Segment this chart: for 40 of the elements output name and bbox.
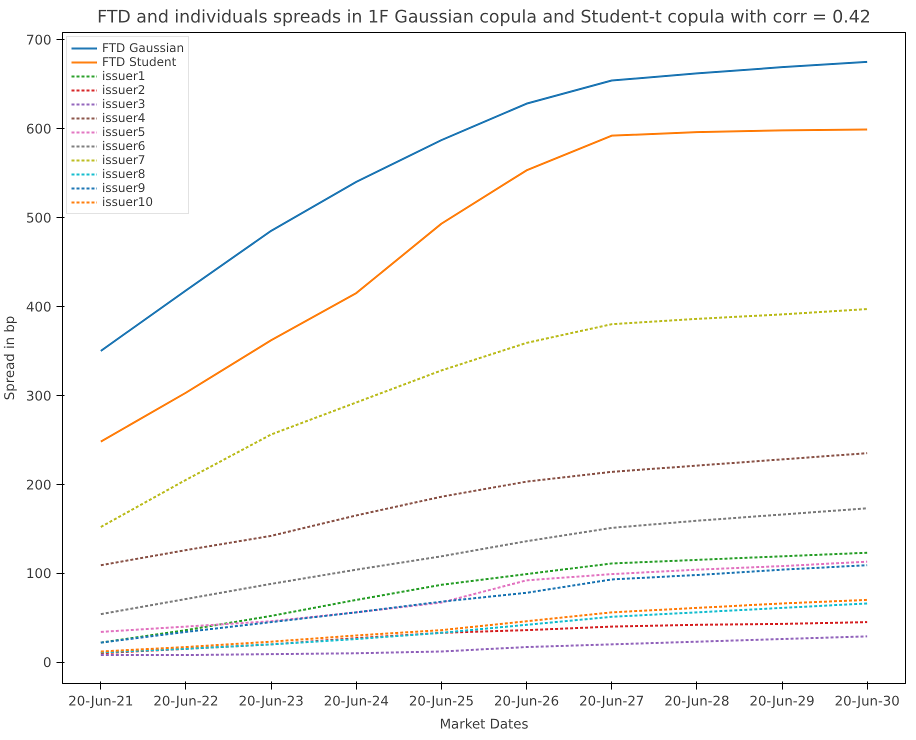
x-tick-label: 20-Jun-28 — [664, 694, 730, 710]
line-series — [100, 635, 868, 656]
chart-title: FTD and individuals spreads in 1F Gaussian copula and Student-t copula with corr = 0.42 — [97, 8, 871, 28]
x-axis-title: Market Dates — [440, 718, 528, 732]
legend-label: issuer10 — [102, 195, 154, 209]
line-series — [100, 128, 868, 443]
legend-label: issuer6 — [102, 139, 146, 153]
y-tick-label: 500 — [26, 211, 52, 226]
line-series — [100, 621, 868, 654]
line-series — [100, 452, 868, 566]
x-tick-label: 20-Jun-29 — [749, 694, 815, 710]
x-tick-label: 20-Jun-25 — [408, 694, 474, 710]
line-series — [100, 507, 868, 616]
line-series — [100, 560, 868, 633]
y-tick-label: 600 — [26, 122, 52, 138]
y-tick-label: 0 — [43, 656, 52, 672]
legend-label: issuer3 — [102, 97, 146, 111]
y-tick-label: 400 — [26, 300, 52, 316]
x-tick-label: 20-Jun-23 — [238, 694, 304, 710]
legend-label: issuer8 — [102, 167, 146, 181]
x-tick-label: 20-Jun-21 — [68, 694, 134, 710]
legend-label: FTD Student — [102, 55, 176, 69]
legend-label: issuer1 — [102, 69, 146, 83]
x-tick-label: 20-Jun-30 — [834, 694, 900, 710]
legend-label: issuer4 — [102, 111, 146, 125]
legend-label: issuer2 — [102, 83, 146, 97]
x-tick-label: 20-Jun-22 — [153, 694, 219, 710]
x-tick-label: 20-Jun-26 — [494, 694, 560, 710]
line-series — [100, 308, 868, 528]
y-tick-label: 100 — [26, 567, 52, 582]
legend-label: issuer7 — [102, 153, 146, 167]
legend-label: issuer5 — [102, 125, 146, 139]
y-tick-label: 200 — [26, 478, 52, 494]
legend-label: issuer9 — [102, 181, 146, 195]
y-axis-title: Spread in bp — [3, 316, 18, 400]
y-tick-label: 700 — [26, 34, 52, 49]
legend-label: FTD Gaussian — [102, 41, 184, 55]
y-tick-label: 300 — [26, 389, 52, 404]
x-tick-label: 20-Jun-27 — [579, 694, 644, 710]
x-tick-label: 20-Jun-24 — [324, 694, 389, 710]
